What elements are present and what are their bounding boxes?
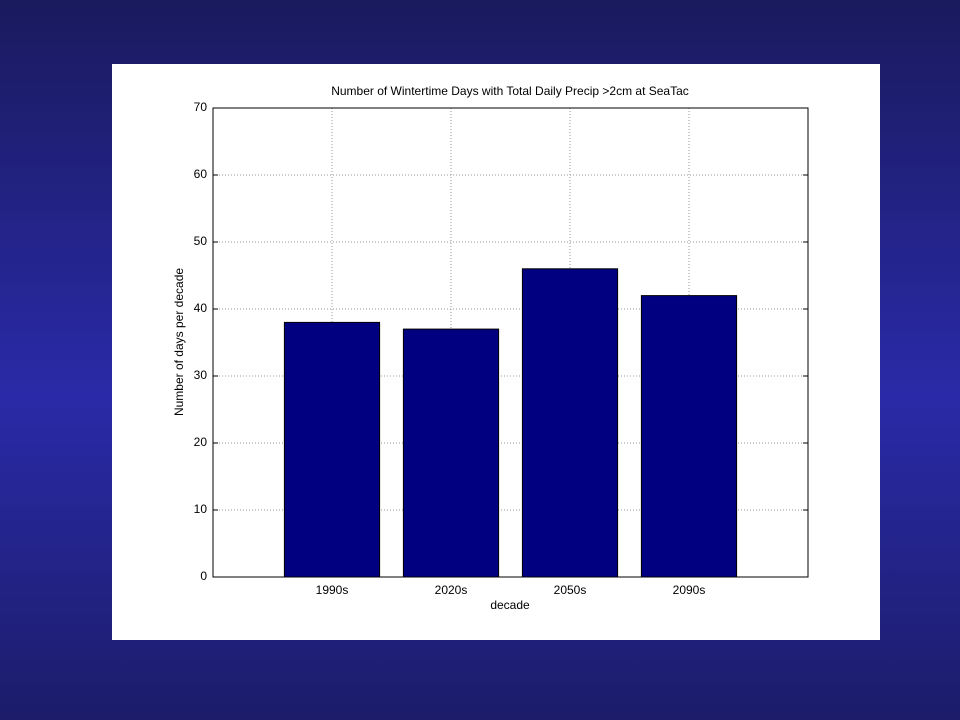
y-tick-label: 50 <box>194 234 208 248</box>
y-tick-label: 40 <box>194 301 208 315</box>
y-tick-label: 70 <box>194 100 208 114</box>
x-tick-label: 2020s <box>435 583 468 597</box>
bar <box>521 268 619 578</box>
x-tick-label: 1990s <box>316 583 349 597</box>
bar <box>402 328 500 578</box>
bar <box>283 321 381 578</box>
bar <box>640 295 738 578</box>
y-tick-label: 30 <box>194 368 208 382</box>
y-axis-label: Number of days per decade <box>172 268 186 416</box>
chart-title: Number of Wintertime Days with Total Dai… <box>331 84 689 98</box>
y-tick-label: 10 <box>194 502 208 516</box>
y-tick-label: 20 <box>194 435 208 449</box>
x-tick-label: 2090s <box>673 583 706 597</box>
y-tick-label: 0 <box>200 569 207 583</box>
y-tick-label: 60 <box>194 167 208 181</box>
axes-box <box>212 107 809 578</box>
x-tick-label: 2050s <box>554 583 587 597</box>
x-axis-label: decade <box>490 598 530 612</box>
